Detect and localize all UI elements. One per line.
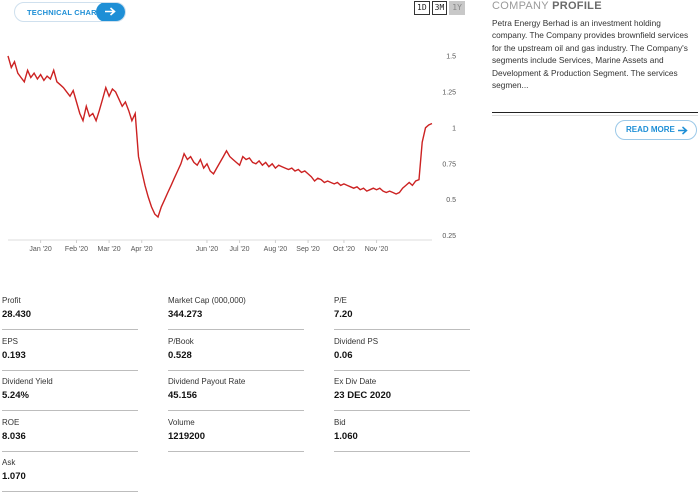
stat-label: Ask (2, 458, 16, 467)
stat-item: P/E 7.20 (334, 296, 470, 330)
stat-label: Dividend Payout Rate (168, 377, 246, 386)
y-tick-label: 0.75 (442, 161, 456, 168)
stat-item: Ask 1.070 (2, 458, 138, 492)
y-tick-label: 1.5 (446, 53, 456, 60)
stat-value: 0.06 (334, 350, 353, 361)
stat-item: P/Book 0.528 (168, 337, 304, 371)
range-selector: 1D 3M 1Y (414, 1, 465, 15)
divider (168, 410, 304, 411)
price-chart: Jan '20 Feb '20 Mar '20 Apr '20 Jun '20 Jul '… (7, 53, 456, 253)
price-line (7, 55, 433, 219)
stat-value: 8.036 (2, 431, 26, 442)
stat-label: Profit (2, 296, 21, 305)
arrow-right-icon (96, 3, 125, 21)
divider (492, 112, 698, 113)
read-more-button[interactable]: READ MORE (615, 120, 697, 140)
stat-item: Dividend PS 0.06 (334, 337, 470, 371)
stat-label: Market Cap (000,000) (168, 296, 246, 305)
divider (168, 451, 304, 452)
divider (2, 410, 138, 411)
x-tick-label: Sep '20 (296, 246, 320, 253)
range-1y-button[interactable]: 1Y (449, 1, 465, 15)
stat-item: Market Cap (000,000) 344.273 (168, 296, 304, 330)
y-tick-label: 1 (452, 125, 456, 132)
stat-label: Dividend PS (334, 337, 379, 346)
divider (334, 451, 470, 452)
divider (492, 115, 698, 116)
stat-label: Bid (334, 418, 346, 427)
stat-label: Dividend Yield (2, 377, 53, 386)
stat-value: 344.273 (168, 309, 203, 320)
stat-value: 28.430 (2, 309, 32, 320)
stat-value: 45.156 (168, 390, 198, 401)
stat-label: Ex Div Date (334, 377, 377, 386)
stat-item: Volume 1219200 (168, 418, 304, 452)
stat-label: EPS (2, 337, 19, 346)
stat-item: Bid 1.060 (334, 418, 470, 452)
stat-value: 7.20 (334, 309, 353, 320)
x-tick-label: Aug '20 (264, 246, 288, 253)
technical-chart-label: TECHNICAL CHART (27, 8, 102, 17)
range-3m-button[interactable]: 3M (431, 1, 448, 15)
divider (2, 451, 138, 452)
x-tick-label: Oct '20 (333, 246, 355, 253)
stat-item: ROE 8.036 (2, 418, 138, 452)
divider (334, 410, 470, 411)
x-tick-label: Jul '20 (230, 246, 250, 253)
divider (2, 329, 138, 330)
stat-item: Dividend Payout Rate 45.156 (168, 377, 304, 411)
x-tick-label: Feb '20 (65, 246, 88, 253)
stat-label: Volume (168, 418, 195, 427)
stat-value: 23 DEC 2020 (334, 390, 392, 401)
company-profile-title: COMPANY PROFILE (492, 0, 602, 12)
stat-item: EPS 0.193 (2, 337, 138, 371)
divider (168, 329, 304, 330)
stat-label: ROE (2, 418, 20, 427)
x-tick-label: Mar '20 (98, 246, 121, 253)
y-tick-label: 0.25 (442, 233, 456, 240)
range-1d-button[interactable]: 1D (414, 1, 430, 15)
divider (168, 370, 304, 371)
company-profile-text: Petra Energy Berhad is an investment hol… (492, 18, 689, 91)
read-more-label: READ MORE (626, 125, 675, 134)
x-tick-label: Apr '20 (131, 246, 153, 253)
stat-value: 1.060 (334, 431, 358, 442)
stat-label: P/E (334, 296, 347, 305)
divider (334, 370, 470, 371)
y-tick-label: 0.5 (446, 197, 456, 204)
stat-value: 1.070 (2, 471, 26, 482)
divider (334, 329, 470, 330)
x-tick-label: Jun '20 (196, 246, 218, 253)
stat-item: Profit 28.430 (2, 296, 138, 330)
arrow-right-icon (678, 126, 688, 135)
stat-value: 0.528 (168, 350, 192, 361)
stat-value: 1219200 (168, 431, 205, 442)
stat-item: Ex Div Date 23 DEC 2020 (334, 377, 470, 411)
technical-chart-button[interactable]: TECHNICAL CHART (14, 2, 126, 22)
stat-value: 0.193 (2, 350, 26, 361)
x-tick-label: Nov '20 (365, 246, 389, 253)
stat-value: 5.24% (2, 390, 29, 401)
x-tick-label: Jan '20 (29, 246, 51, 253)
divider (2, 370, 138, 371)
stat-item: Dividend Yield 5.24% (2, 377, 138, 411)
stat-label: P/Book (168, 337, 194, 346)
divider (2, 491, 138, 492)
y-tick-label: 1.25 (442, 89, 456, 96)
